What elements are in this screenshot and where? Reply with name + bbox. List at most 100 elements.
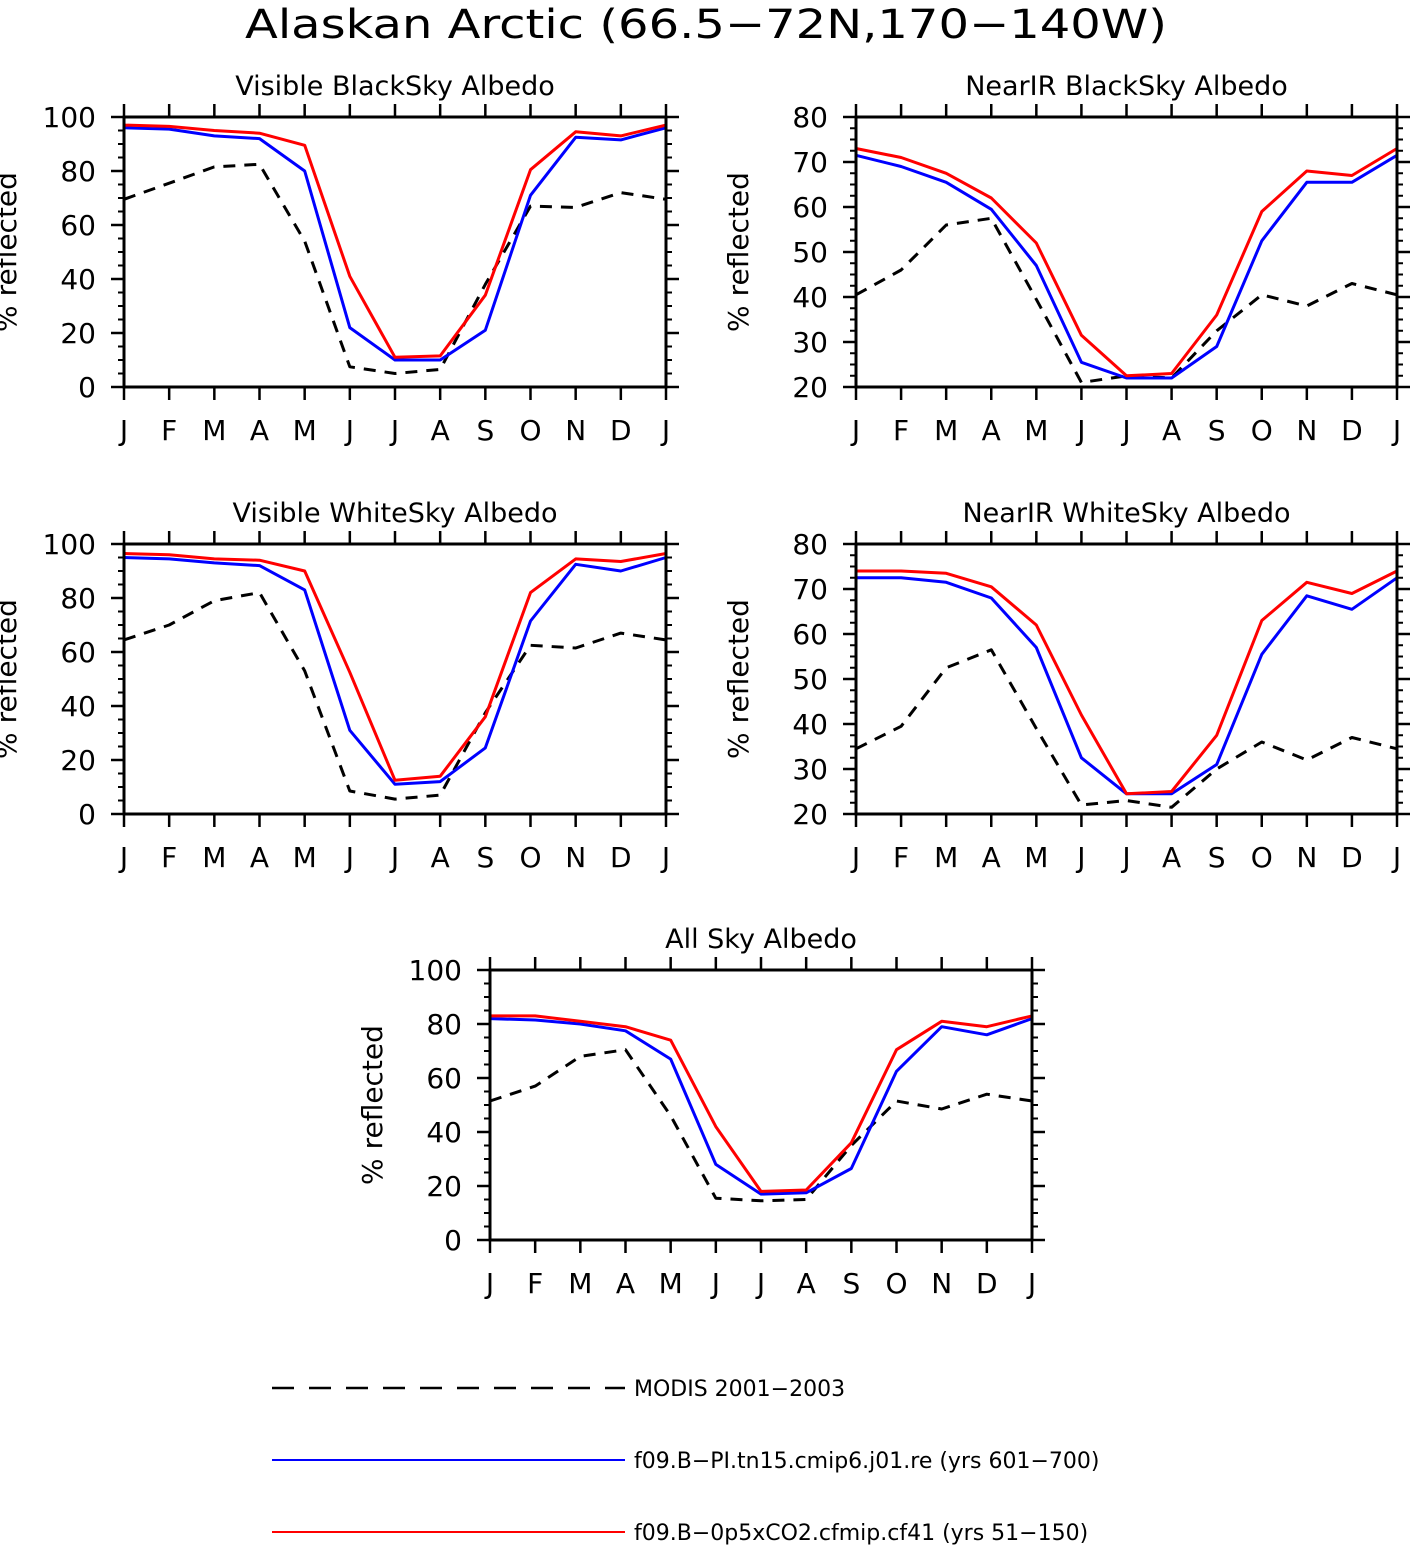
legend: MODIS 2001−2003 f09.B−PI.tn15.cmip6.j01.r…: [272, 1377, 1099, 1545]
series-line-pi: [123, 556, 667, 786]
x-tick-label: O: [1251, 841, 1273, 874]
x-tick-label: D: [1341, 414, 1363, 447]
y-tick-label: 40: [792, 708, 828, 741]
x-tick-label: O: [519, 414, 541, 447]
y-tick-label: 70: [792, 573, 828, 606]
series-line-modis: [855, 648, 1398, 809]
figure-title: Alaskan Arctic (66.5−72N,170−140W): [245, 2, 1167, 48]
series-line-modis: [489, 1048, 1033, 1203]
x-tick-label: A: [431, 414, 450, 447]
panel-title: Visible WhiteSky Albedo: [232, 498, 557, 529]
x-tick-label: N: [1296, 414, 1317, 447]
series-line-modis: [123, 162, 667, 375]
y-tick-label: 40: [60, 690, 96, 723]
x-tick-label: F: [161, 841, 177, 874]
x-tick-label: M: [293, 414, 317, 447]
x-tick-label: N: [565, 414, 586, 447]
x-tick-label: J: [660, 414, 670, 447]
y-tick-label: 0: [78, 798, 96, 831]
series-line-pi: [489, 1017, 1033, 1196]
x-tick-label: M: [934, 841, 958, 874]
x-tick-label: J: [1120, 414, 1130, 447]
y-tick-label: 20: [426, 1170, 462, 1203]
series-line-modis: [123, 591, 667, 801]
y-tick-label: 70: [792, 146, 828, 179]
x-tick-label: A: [250, 414, 269, 447]
y-tick-label: 80: [60, 582, 96, 615]
x-tick-label: A: [1162, 414, 1181, 447]
plot-frame: [122, 542, 668, 816]
chart-panel: Visible BlackSky Albedo % reflected 0 20 40 6…: [0, 71, 679, 447]
y-axis-label: % reflected: [722, 599, 755, 759]
y-tick-label: 0: [78, 371, 96, 404]
x-tick-label: N: [565, 841, 586, 874]
panel-title: Visible BlackSky Albedo: [235, 71, 555, 102]
x-tick-label: A: [431, 841, 450, 874]
x-tick-label: J: [755, 1267, 765, 1300]
x-tick-label: S: [842, 1267, 860, 1300]
x-tick-label: F: [161, 414, 177, 447]
y-tick-label: 60: [792, 191, 828, 224]
x-tick-label: D: [610, 414, 632, 447]
series-line-co2: [123, 123, 667, 359]
x-tick-label: J: [484, 1267, 494, 1300]
chart-panel: NearIR WhiteSky Albedo % reflected 20 30 40 5…: [722, 498, 1410, 874]
y-tick-label: 50: [792, 663, 828, 696]
y-axis-label: % reflected: [0, 172, 23, 332]
series-line-pi: [856, 576, 1398, 796]
y-tick-label: 40: [60, 263, 96, 296]
plot-frame: [122, 115, 668, 389]
y-tick-label: 60: [60, 209, 96, 242]
x-tick-label: A: [982, 414, 1001, 447]
x-tick-label: M: [659, 1267, 683, 1300]
x-tick-label: M: [934, 414, 958, 447]
legend-label: f09.B−PI.tn15.cmip6.j01.re (yrs 601−700): [634, 1449, 1099, 1474]
y-tick-label: 80: [792, 528, 828, 561]
x-tick-label: O: [885, 1267, 907, 1300]
plot-frame: [854, 542, 1399, 816]
x-tick-label: J: [1026, 1267, 1036, 1300]
series-line-co2: [856, 569, 1398, 796]
x-tick-label: M: [1024, 414, 1048, 447]
series-line-pi: [123, 126, 667, 362]
y-tick-label: 100: [43, 101, 96, 134]
chart-panels: Visible BlackSky Albedo % reflected 0 20 40 6…: [0, 71, 1410, 1300]
legend-label: f09.B−0p5xCO2.cfmip.cf41 (yrs 51−150): [634, 1521, 1088, 1545]
x-tick-label: N: [931, 1267, 952, 1300]
x-tick-label: M: [293, 841, 317, 874]
x-tick-label: A: [250, 841, 269, 874]
x-tick-label: N: [1296, 841, 1317, 874]
x-tick-label: J: [1120, 841, 1130, 874]
x-tick-label: J: [1391, 414, 1401, 447]
x-tick-label: J: [850, 414, 860, 447]
plot-frame: [488, 968, 1034, 1242]
x-tick-label: S: [476, 414, 494, 447]
series-line-pi: [855, 153, 1398, 380]
series-line-co2: [490, 1014, 1033, 1193]
x-tick-label: F: [893, 841, 909, 874]
x-tick-label: M: [202, 841, 226, 874]
x-tick-label: A: [616, 1267, 635, 1300]
y-axis-label: % reflected: [356, 1025, 389, 1185]
panel-title: NearIR BlackSky Albedo: [965, 71, 1288, 102]
y-tick-label: 40: [792, 281, 828, 314]
y-tick-label: 20: [792, 798, 828, 831]
y-tick-label: 80: [426, 1008, 462, 1041]
x-tick-label: O: [519, 841, 541, 874]
x-tick-label: O: [1251, 414, 1273, 447]
x-tick-label: J: [389, 414, 399, 447]
legend-label: MODIS 2001−2003: [634, 1377, 845, 1402]
y-tick-label: 50: [792, 236, 828, 269]
x-tick-label: J: [344, 841, 354, 874]
x-tick-label: J: [850, 841, 860, 874]
x-tick-label: J: [389, 841, 399, 874]
x-tick-label: M: [568, 1267, 592, 1300]
panel-title: NearIR WhiteSky Albedo: [962, 498, 1290, 529]
x-tick-label: J: [1075, 841, 1085, 874]
chart-panel: NearIR BlackSky Albedo % reflected 20 30 40 5…: [722, 71, 1410, 447]
chart-panel: Visible WhiteSky Albedo % reflected 0 20 40 6…: [0, 498, 679, 874]
y-tick-label: 20: [60, 317, 96, 350]
y-tick-label: 100: [43, 528, 96, 561]
y-axis-label: % reflected: [722, 172, 755, 332]
